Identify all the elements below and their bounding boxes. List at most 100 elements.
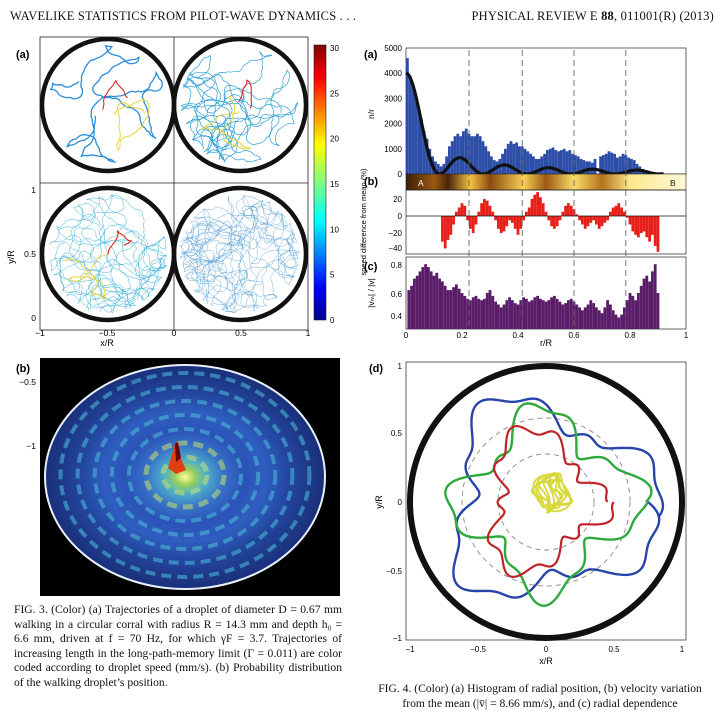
fig4d-ytick: −1	[393, 634, 403, 643]
speed-diff-bar	[547, 216, 551, 221]
speed-diff-bar	[483, 198, 486, 216]
fig3a-xtick: −0.5	[99, 328, 116, 338]
ratio-bar	[474, 295, 478, 329]
ratio-bar	[432, 275, 436, 329]
speed-diff-bar	[446, 216, 450, 240]
ratio-bar	[592, 303, 595, 329]
speed-diff-bar	[555, 216, 559, 227]
fig3b-label: (b)	[16, 363, 30, 375]
probability-ring	[143, 440, 227, 510]
histogram-bar	[459, 136, 462, 174]
speed-diff-bar	[628, 216, 632, 225]
ratio-bar	[471, 297, 475, 329]
histogram-bar	[529, 153, 532, 174]
histogram-bar	[540, 156, 544, 174]
fig3a-ytick: 0	[31, 313, 36, 323]
corral-wall-2	[171, 36, 309, 174]
ratio-bar	[497, 304, 500, 329]
fig4d-corral-wall	[407, 363, 685, 641]
histogram-bar	[630, 158, 633, 174]
histogram-bar	[537, 158, 541, 174]
ratio-bar	[581, 310, 584, 329]
fig4-rtick: 0.6	[568, 331, 580, 340]
colorbar-tick-label: 0	[330, 316, 335, 325]
fig3a-ytick: −0.5	[19, 377, 36, 387]
speed-diff-bar	[642, 216, 646, 232]
central-peak-core	[175, 442, 181, 462]
ratio-bar	[617, 317, 621, 329]
ratio-bar	[443, 285, 447, 329]
fast-segment-highlight	[113, 99, 150, 152]
histogram-bar	[420, 118, 423, 174]
speed-diff-bar	[600, 216, 604, 227]
ratio-bar	[527, 301, 531, 329]
ratio-bar	[483, 298, 486, 329]
speed-diff-bar	[639, 216, 643, 234]
histogram-bar	[571, 153, 574, 174]
histogram-bar	[602, 155, 605, 174]
speed-diff-bar	[583, 216, 587, 229]
histogram-bar	[490, 156, 493, 174]
histogram-bar	[456, 133, 460, 174]
histogram-bar	[439, 166, 443, 174]
fig3a-ytick: −1	[26, 441, 36, 451]
speed-diff-bar	[539, 197, 542, 216]
ratio-bar	[463, 295, 467, 329]
colorbar-tick-label: 5	[330, 271, 335, 280]
speed-diff-bar	[606, 216, 609, 221]
histogram-bar	[610, 152, 614, 174]
histogram-bar	[509, 141, 513, 174]
fig4d-ytick: 0.5	[391, 429, 403, 438]
fig4b-ytick: −20	[388, 229, 402, 238]
colorbar-tick-label: 25	[330, 89, 339, 98]
fig4c-ytick: 0.8	[391, 261, 403, 270]
fig4-rtick: 1	[684, 331, 689, 340]
histogram-bar	[476, 133, 479, 174]
speed-diff-bar	[648, 216, 651, 242]
speed-diff-bar	[457, 207, 461, 216]
speed-diff-bar	[516, 216, 520, 235]
histogram-bar	[442, 163, 446, 174]
speed-diff-bar	[603, 216, 607, 223]
ratio-bar	[606, 300, 609, 329]
colorbar-ticks: 30 25 20 15 10 5 0	[330, 44, 339, 325]
histogram-bar	[414, 95, 418, 174]
ratio-bar	[522, 297, 525, 329]
histogram-bar	[607, 151, 611, 174]
speed-diff-bar	[620, 207, 623, 216]
speed-diff-bar	[653, 216, 657, 246]
fig3a-axes: 1 0.5 0 −0.5 −1 −1 −0.5 0 0.5 1	[19, 185, 310, 451]
ratio-bar	[427, 267, 430, 329]
speed-diff-bar	[550, 216, 553, 227]
histogram-bar	[515, 142, 518, 174]
histogram-bar	[568, 150, 572, 174]
speed-diff-bar	[494, 216, 497, 221]
fig3-panel-a: (a) 30 25 20 15 10 5 0 1 0.5 0 −0.5 −1 −1 −0.5 0 0.5 1 …	[6, 36, 339, 451]
speed-diff-bar	[597, 216, 601, 229]
trajectory-longest	[180, 195, 300, 313]
ratio-bar	[553, 295, 556, 329]
speed-diff-bar	[645, 216, 649, 238]
fig4d-xlabel: x/R	[539, 656, 553, 666]
histogram-bar	[588, 161, 591, 174]
fig3a-ytick: 1	[31, 185, 36, 195]
histogram-bar	[518, 146, 521, 174]
fig3a-xlabel: x/R	[100, 338, 114, 348]
speed-diff-bar	[631, 216, 635, 232]
ratio-bar	[438, 278, 441, 329]
speed-diff-bar	[477, 211, 481, 216]
colorbar-tick-label: 20	[330, 135, 339, 144]
speed-diff-bar	[544, 211, 548, 216]
fast-segment-highlight	[62, 252, 110, 301]
ratio-bar	[485, 293, 489, 329]
ratio-bar	[516, 304, 520, 329]
ratio-bar	[421, 267, 425, 329]
speed-diff-bar	[611, 207, 615, 216]
speed-diff-bar	[536, 192, 539, 216]
ratio-bar	[642, 278, 646, 329]
ratio-bar	[569, 298, 573, 329]
histogram-bar	[445, 156, 448, 174]
speed-diff-bar	[452, 216, 455, 225]
speed-diff-bar	[553, 216, 556, 229]
ratio-bar	[452, 287, 455, 329]
